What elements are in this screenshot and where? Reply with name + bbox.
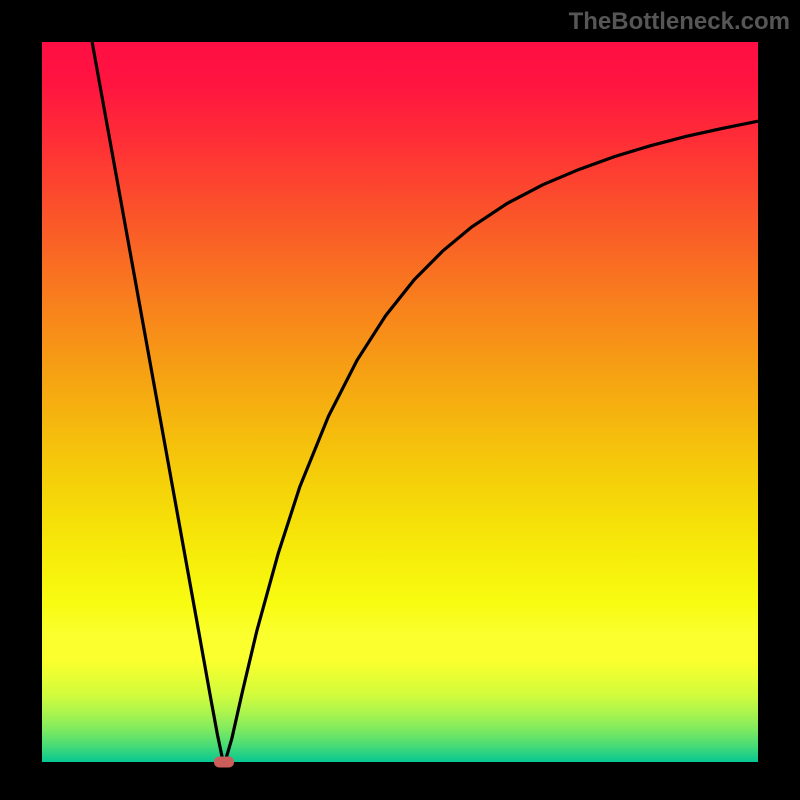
watermark-text: TheBottleneck.com bbox=[569, 8, 790, 36]
optimum-marker bbox=[214, 757, 234, 768]
curve-layer bbox=[42, 42, 758, 762]
chart-root: TheBottleneck.com bbox=[0, 0, 800, 800]
bottleneck-curve bbox=[92, 42, 758, 758]
plot-area bbox=[42, 42, 758, 762]
